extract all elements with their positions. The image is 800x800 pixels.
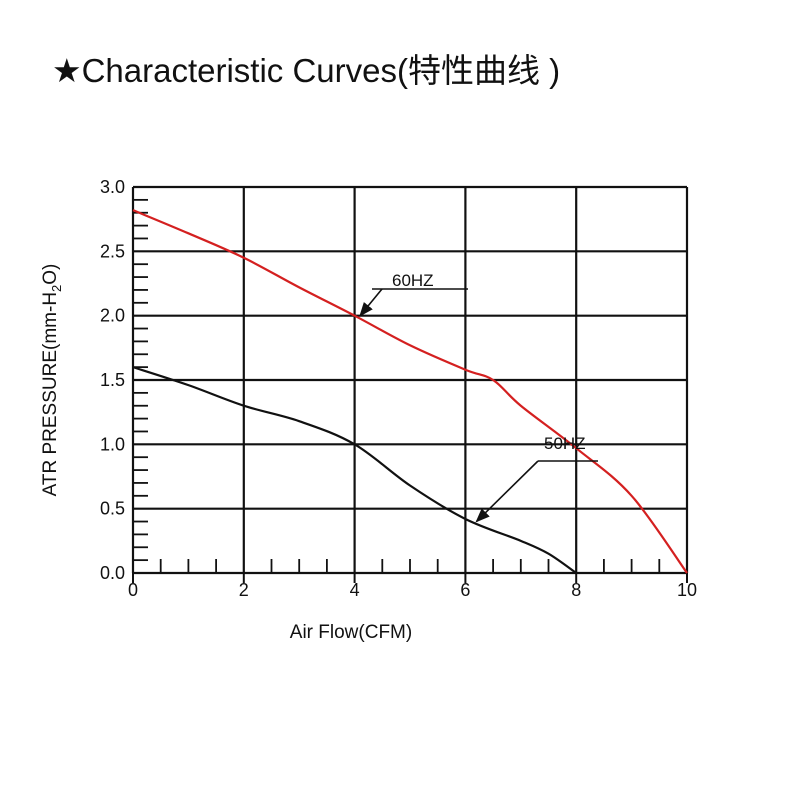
y-axis-label: ATR PRESSURE(mm-H2O) (40, 264, 64, 497)
x-tick-label-2: 4 (350, 580, 360, 600)
y-tick-label-0: 0.0 (100, 563, 125, 583)
y-tick-label-6: 3.0 (100, 177, 125, 197)
minor-ticks (133, 198, 661, 573)
annotation-label-60hz: 60HZ (392, 271, 434, 290)
grid (131, 185, 689, 583)
y-tick-label-2: 1.0 (100, 434, 125, 454)
chart-title: ★Characteristic Curves(特性曲线 ) (52, 52, 561, 89)
x-axis-label: Air Flow(CFM) (290, 622, 412, 643)
series-line-60hz (132, 209, 688, 574)
tick-labels: 0 2 4 6 8 10 0.0 0.5 1.0 1.5 2.0 2.5 3.0 (100, 177, 697, 600)
annotation-arrow-0 (359, 288, 383, 317)
annotation-arrow-1 (475, 460, 539, 523)
y-tick-label-3: 1.5 (100, 370, 125, 390)
y-tick-label-1: 0.5 (100, 499, 125, 519)
x-tick-label-1: 2 (239, 580, 249, 600)
x-tick-label-4: 8 (571, 580, 581, 600)
series-line-50hz (132, 366, 577, 574)
y-tick-label-5: 2.5 (100, 241, 125, 261)
y-tick-label-4: 2.0 (100, 306, 125, 326)
x-tick-label-0: 0 (128, 580, 138, 600)
x-tick-label-3: 6 (460, 580, 470, 600)
series-lines (132, 209, 688, 574)
annotation-label-50hz: 50HZ (544, 434, 586, 453)
x-tick-label-5: 10 (677, 580, 697, 600)
annotations: 60HZ 50HZ (359, 271, 598, 523)
